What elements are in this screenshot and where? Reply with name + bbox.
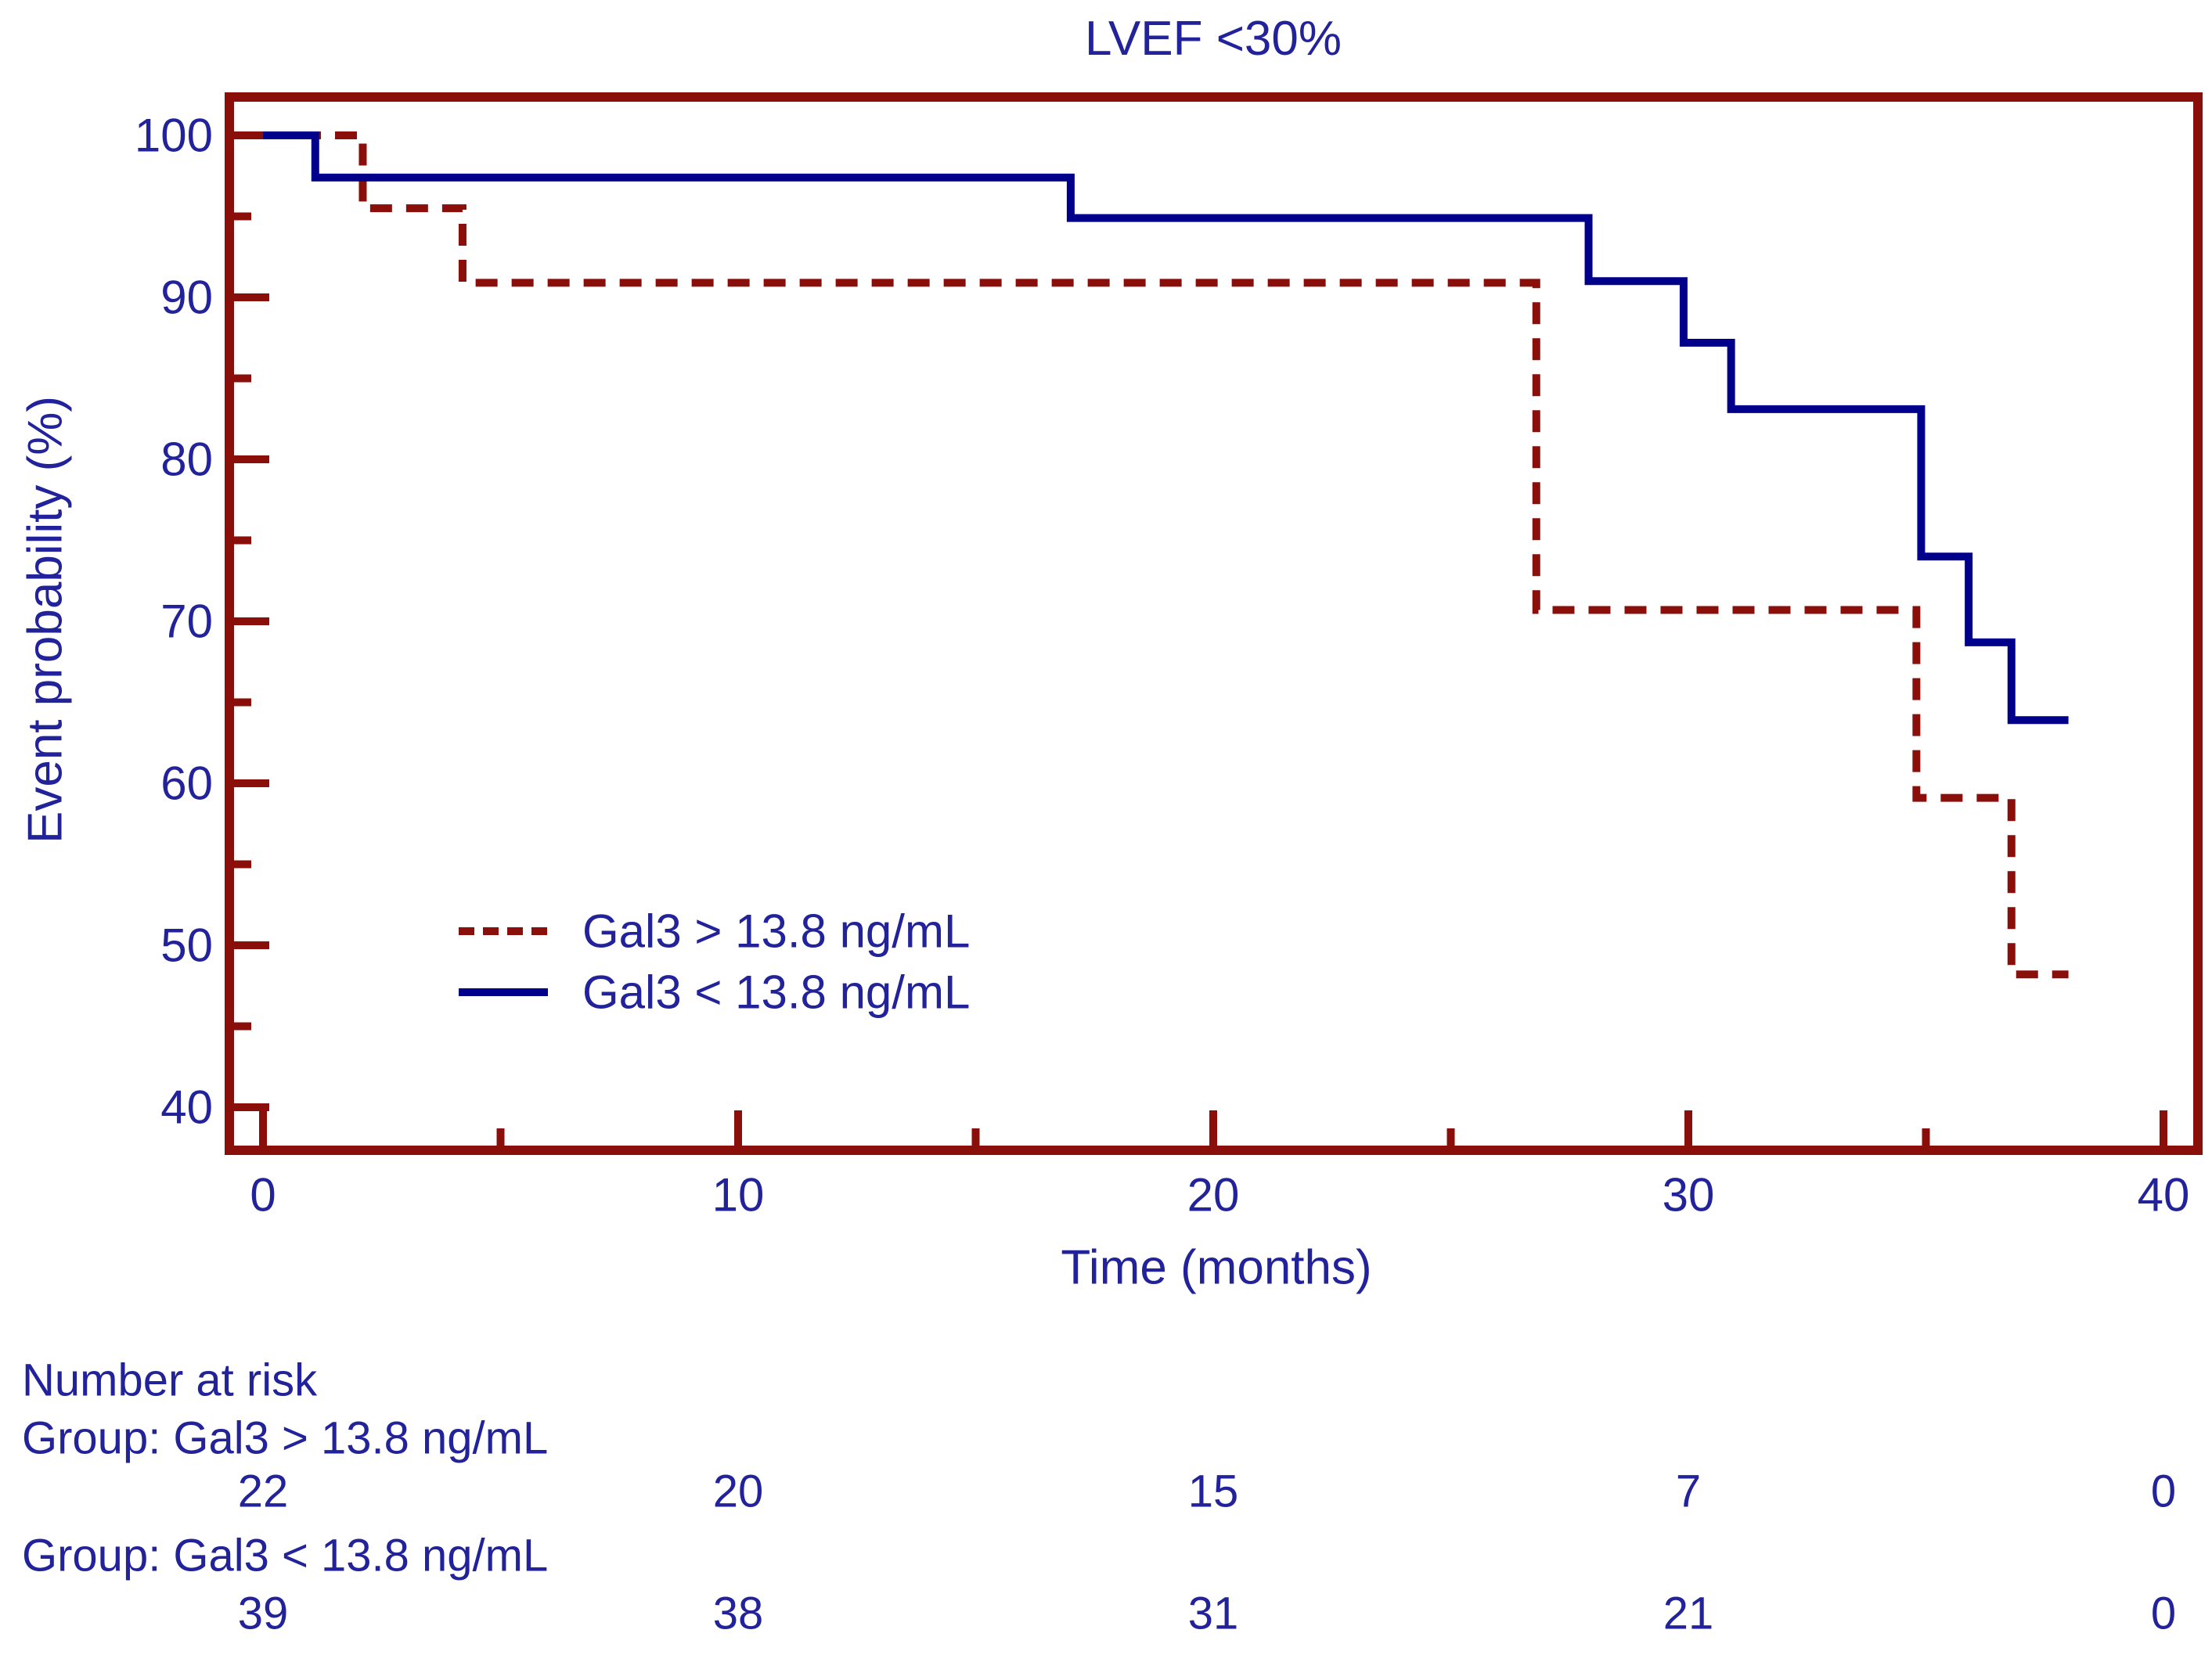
y-axis-label: Event probability (%) [18,395,73,844]
risk-table-heading: Number at risk [22,1355,318,1406]
y-tick-label: 60 [160,757,213,810]
risk-count: 38 [712,1588,764,1639]
series-curve-gal3-high [263,131,2069,979]
risk-group-1-label: Group: Gal3 > 13.8 ng/mL [22,1412,549,1464]
x-tick-label: 40 [2137,1168,2190,1221]
y-tick-label: 70 [160,595,213,648]
legend-label-gal3-low: Gal3 < 13.8 ng/mL [582,966,971,1019]
x-tick-label: 30 [1662,1168,1715,1221]
risk-count: 15 [1187,1466,1239,1517]
chart-title: LVEF <30% [1085,12,1342,66]
series-curve-gal3-low [263,131,2069,725]
risk-count: 0 [2150,1588,2177,1639]
x-tick-label: 10 [712,1168,765,1221]
risk-count: 21 [1663,1588,1714,1639]
y-tick-label: 90 [160,271,213,324]
risk-group-2-label: Group: Gal3 < 13.8 ng/mL [22,1530,549,1581]
risk-count: 7 [1675,1466,1702,1517]
risk-count: 0 [2150,1466,2177,1517]
x-tick-label: 20 [1187,1168,1240,1221]
risk-count: 22 [237,1466,289,1517]
y-tick-label: 80 [160,433,213,486]
y-tick-label: 40 [160,1081,213,1134]
x-axis-label: Time (months) [1061,1240,1372,1295]
y-tick-label: 100 [134,109,213,162]
x-tick-label: 0 [250,1168,276,1221]
risk-count: 20 [712,1466,764,1517]
risk-count: 39 [237,1588,289,1639]
risk-count: 31 [1187,1588,1239,1639]
plot-frame [225,92,2203,1155]
y-tick-label: 50 [160,919,213,972]
legend-label-gal3-high: Gal3 > 13.8 ng/mL [582,905,971,958]
